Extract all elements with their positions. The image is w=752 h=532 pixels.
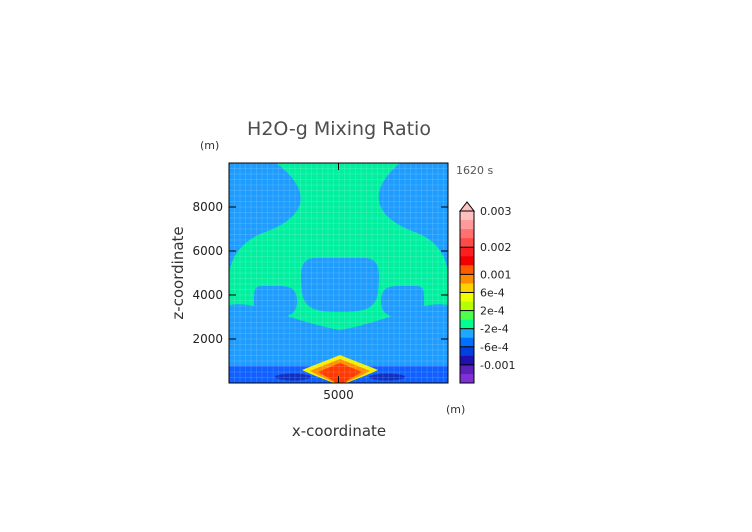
colorbar-level xyxy=(460,238,474,248)
colorbar-level xyxy=(460,319,474,329)
colorbar-level xyxy=(460,256,474,266)
grid-mesh xyxy=(229,163,448,383)
field-core-red xyxy=(318,363,362,383)
colorbar-level xyxy=(460,355,474,366)
time-label: 1620 s xyxy=(456,164,493,177)
field-dark-patch-left xyxy=(275,373,311,381)
y-axis: 2000 4000 6000 8000 xyxy=(192,200,448,346)
y-axis-label: z-coordinate xyxy=(169,226,187,319)
x-axis: 5000 xyxy=(323,163,354,402)
y-tick-label: 4000 xyxy=(192,288,223,302)
colorbar-tick-label: 0.002 xyxy=(480,241,512,254)
colorbar-level xyxy=(460,274,474,284)
colorbar-level xyxy=(460,265,474,275)
y-tick-label: 6000 xyxy=(192,244,223,258)
colorbar-level xyxy=(460,310,474,320)
colorbar-tick-label: 6e-4 xyxy=(480,286,505,299)
contour-field xyxy=(229,163,448,383)
x-tick-label: 5000 xyxy=(323,388,354,402)
colorbar-level xyxy=(460,220,474,230)
y-tick-label: 2000 xyxy=(192,332,223,346)
colorbar-tick-label: 0.001 xyxy=(480,268,512,281)
colorbar-level xyxy=(460,301,474,311)
colorbar-level xyxy=(460,337,474,348)
chart-title: H2O-g Mixing Ratio xyxy=(247,118,431,140)
colorbar-tick-label: -0.001 xyxy=(480,359,515,372)
x-unit-label: (m) xyxy=(446,403,465,416)
field-lower-pocket xyxy=(229,322,448,360)
colorbar-level xyxy=(460,373,474,384)
colorbar-level xyxy=(460,292,474,302)
colorbar-tick-label: 2e-4 xyxy=(480,305,505,318)
colorbar-level xyxy=(460,247,474,257)
colorbar-level xyxy=(460,229,474,239)
colorbar-level xyxy=(460,364,474,375)
colorbar-tick-label: -2e-4 xyxy=(480,323,509,336)
y-unit-label: (m) xyxy=(200,139,219,152)
field-dark-patch-right xyxy=(369,373,405,381)
colorbar-level xyxy=(460,211,474,221)
colorbar-level xyxy=(460,283,474,293)
field-right-pocket xyxy=(381,286,424,318)
colorbar-tick-label: -6e-4 xyxy=(480,341,509,354)
colorbar-level xyxy=(460,328,474,339)
y-tick-label: 8000 xyxy=(192,200,223,214)
x-axis-label: x-coordinate xyxy=(292,422,386,440)
field-left-pocket xyxy=(254,286,297,318)
field-center-pocket xyxy=(301,258,379,312)
colorbar-level xyxy=(460,346,474,357)
colorbar-overflow-arrow xyxy=(458,201,476,212)
colorbar: 0.003 0.002 0.001 6e-4 2e-4 -2e-4 -6e-4 -0.001 xyxy=(458,201,515,384)
colorbar-tick-label: 0.003 xyxy=(480,205,512,218)
